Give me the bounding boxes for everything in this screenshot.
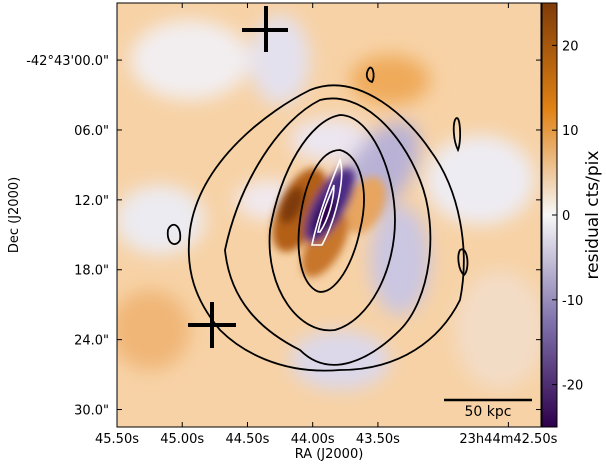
plot-frame (116, 2, 542, 428)
x-axis-label: RA (J2000) (295, 447, 364, 462)
y-tick-label: 06.0" (74, 124, 109, 139)
colorbar-label: residual cts/pix (583, 151, 603, 280)
y-tick-label: -42°43'00.0" (26, 54, 109, 69)
x-tick-label: 44.50s (225, 432, 269, 447)
x-tick-label: 45.50s (95, 432, 139, 447)
x-tick-label: 43.50s (356, 432, 400, 447)
y-tick-label: 18.0" (74, 264, 109, 279)
scale-bar-label: 50 kpc (465, 404, 512, 420)
x-tick-label: 23h44m42.50s (459, 432, 557, 447)
y-axis-label: Dec (J2000) (7, 177, 22, 253)
colorbar-tick-label: -10 (562, 294, 583, 309)
markers (188, 6, 288, 348)
y-tick-label: 24.0" (74, 334, 109, 349)
y-tick-label: 12.0" (74, 194, 109, 209)
x-tick-label: 44.00s (291, 432, 335, 447)
colorbar-tick-label: 10 (562, 124, 579, 139)
colorbar-tick-label: 0 (562, 209, 570, 224)
colorbar-tick-label: -20 (562, 379, 583, 394)
scale-bar: 50 kpc (444, 398, 532, 420)
radio-contours (311, 157, 343, 246)
y-tick-label: 30.0" (74, 404, 109, 419)
residual-image (117, 3, 541, 427)
x-tick-label: 45.00s (160, 432, 204, 447)
contours (166, 66, 469, 372)
colorbar-tick-label: 20 (562, 39, 579, 54)
